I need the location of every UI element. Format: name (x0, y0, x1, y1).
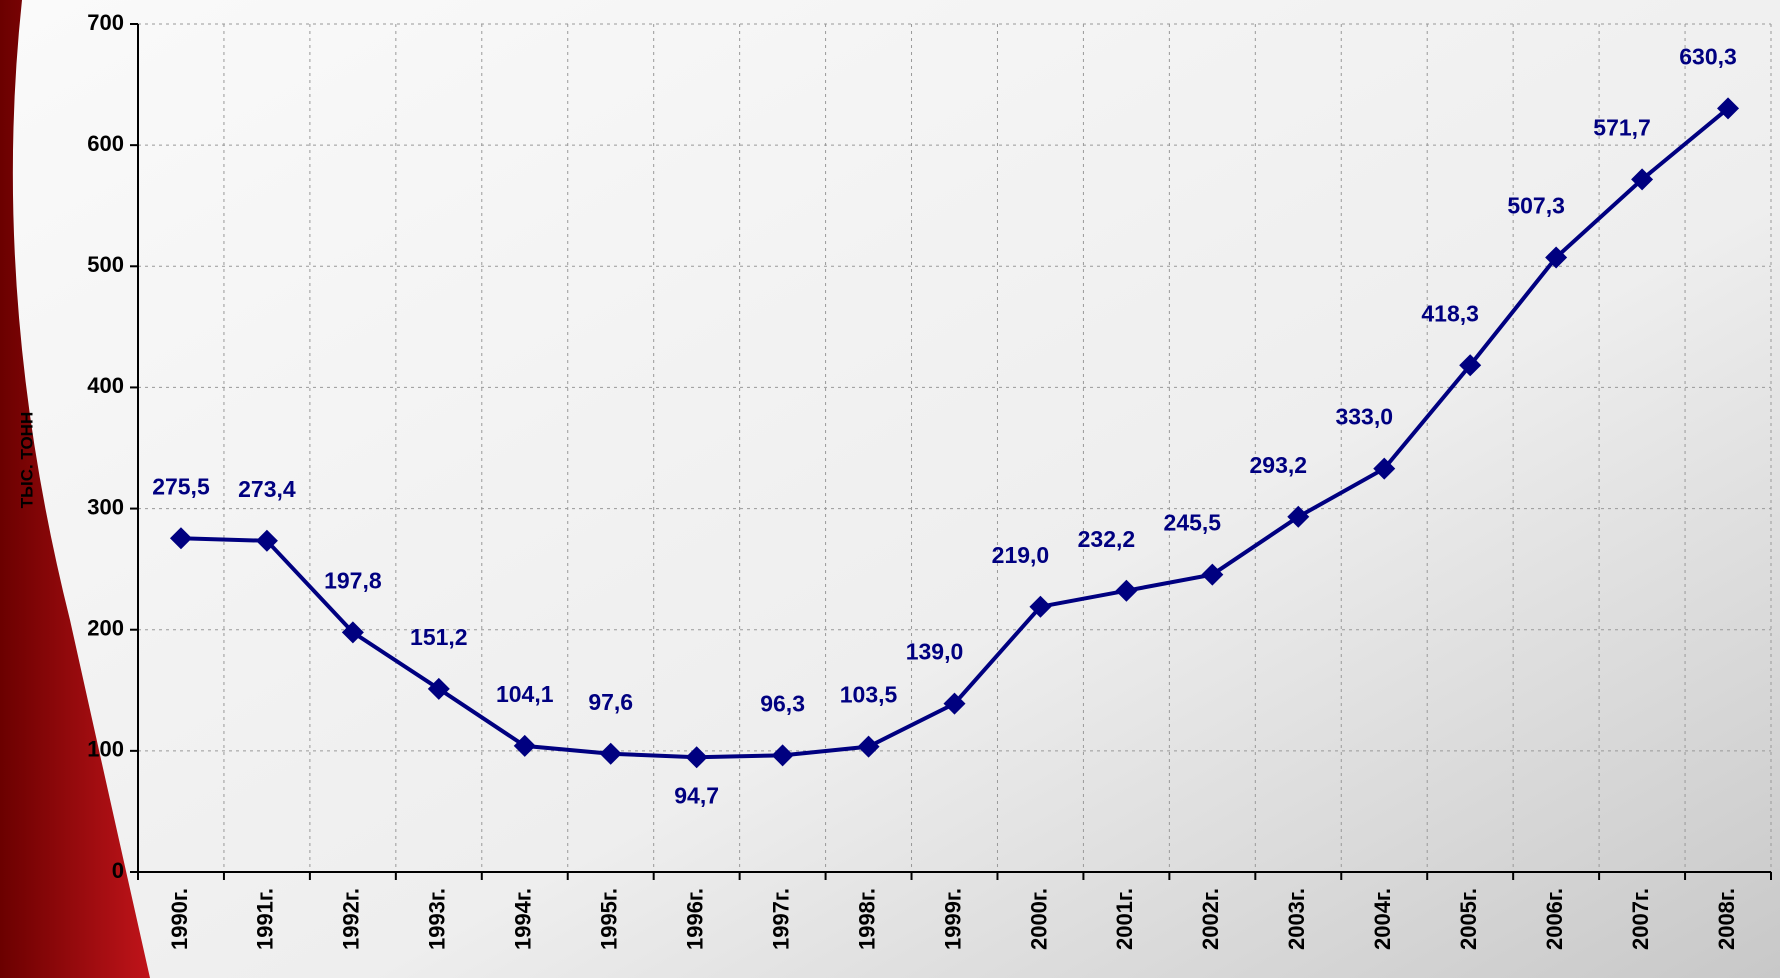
y-tick-label: 200 (87, 616, 124, 641)
value-label: 232,2 (1078, 526, 1136, 552)
value-label: 104,1 (496, 681, 554, 707)
marker (1545, 246, 1568, 269)
x-tick-label: 1998г. (854, 888, 879, 950)
marker (1115, 579, 1138, 602)
marker (599, 742, 622, 765)
value-label: 275,5 (152, 473, 210, 499)
x-tick-label: 1990г. (167, 888, 192, 950)
value-label: 94,7 (674, 782, 719, 808)
x-tick-label: 1996г. (682, 888, 707, 950)
y-tick-label: 300 (87, 494, 124, 519)
value-label: 273,4 (238, 476, 296, 502)
marker (1373, 457, 1396, 480)
marker (427, 677, 450, 700)
y-tick-label: 0 (112, 858, 124, 883)
marker (1717, 97, 1740, 120)
x-tick-label: 1999г. (940, 888, 965, 950)
marker (1459, 354, 1482, 377)
x-tick-label: 2007г. (1628, 888, 1653, 950)
marker (255, 529, 278, 552)
marker (1029, 595, 1052, 618)
value-label: 507,3 (1507, 193, 1565, 219)
marker (1631, 168, 1654, 191)
x-tick-label: 2004г. (1370, 888, 1395, 950)
value-label: 219,0 (992, 542, 1050, 568)
x-tick-label: 1992г. (339, 888, 364, 950)
value-label: 630,3 (1679, 44, 1737, 70)
marker (1287, 505, 1310, 528)
value-label: 571,7 (1593, 115, 1651, 141)
marker (1201, 563, 1224, 586)
y-tick-label: 500 (87, 252, 124, 277)
x-tick-label: 2003г. (1284, 888, 1309, 950)
value-label: 418,3 (1421, 300, 1479, 326)
y-tick-label: 700 (87, 10, 124, 35)
marker (685, 746, 708, 769)
y-tick-label: 400 (87, 373, 124, 398)
decor-swoosh (0, 0, 150, 978)
x-tick-label: 1991г. (253, 888, 278, 950)
marker (513, 734, 536, 757)
value-label: 103,5 (840, 682, 898, 708)
x-tick-label: 2000г. (1026, 888, 1051, 950)
value-label: 293,2 (1250, 452, 1308, 478)
y-axis-label: ТЫС. ТОНН (17, 412, 36, 509)
y-tick-label: 100 (87, 737, 124, 762)
x-tick-label: 2008г. (1714, 888, 1739, 950)
value-label: 245,5 (1164, 510, 1222, 536)
value-label: 197,8 (324, 567, 382, 593)
x-tick-label: 2005г. (1456, 888, 1481, 950)
value-label: 139,0 (906, 639, 964, 665)
x-tick-label: 1993г. (425, 888, 450, 950)
x-tick-label: 2001г. (1112, 888, 1137, 950)
marker (771, 744, 794, 767)
marker (857, 735, 880, 758)
marker (943, 692, 966, 715)
marker (169, 527, 192, 550)
y-tick-label: 600 (87, 131, 124, 156)
x-tick-label: 2002г. (1198, 888, 1223, 950)
x-tick-label: 2006г. (1542, 888, 1567, 950)
x-tick-label: 1994г. (511, 888, 536, 950)
value-label: 151,2 (410, 624, 468, 650)
value-label: 96,3 (760, 690, 805, 716)
marker (341, 621, 364, 644)
value-label: 97,6 (588, 689, 633, 715)
x-tick-label: 1995г. (597, 888, 622, 950)
value-label: 333,0 (1335, 404, 1393, 430)
x-tick-label: 1997г. (768, 888, 793, 950)
